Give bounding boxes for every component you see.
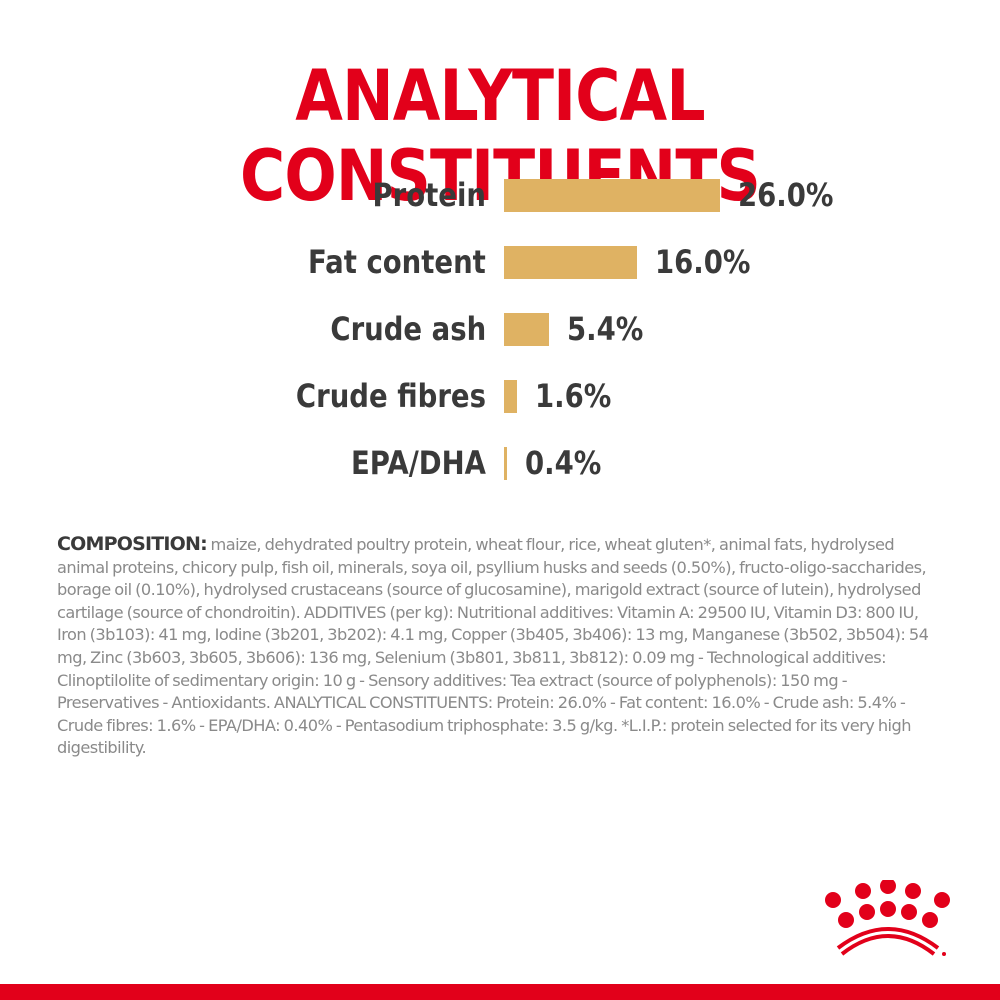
row-value: 16.0% [655,243,751,281]
bar-crude-fibres [504,380,517,413]
composition-body: maize, dehydrated poultry protein, wheat… [57,535,929,758]
composition-heading: COMPOSITION: [57,533,208,555]
bottom-red-band [0,984,1000,1000]
chart-row-fat-content: Fat content 16.0% [0,237,1000,287]
bar-fat-content [504,246,637,279]
row-label: EPA/DHA [351,444,486,482]
chart-row-protein: Protein 26.0% [0,170,1000,220]
bar-epa-dha [504,447,507,480]
chart-row-crude-fibres: Crude fibres 1.6% [0,371,1000,421]
row-value: 26.0% [738,176,834,214]
row-value: 1.6% [535,377,612,415]
chart-row-crude-ash: Crude ash 5.4% [0,304,1000,354]
row-label: Protein [372,176,486,214]
chart-row-epa-dha: EPA/DHA 0.4% [0,438,1000,488]
row-value: 5.4% [567,310,644,348]
row-label: Crude ash [330,310,486,348]
row-label: Fat content [308,243,486,281]
royal-canin-crown-logo-icon [820,878,955,960]
composition-text: COMPOSITION: maize, dehydrated poultry p… [57,533,947,760]
row-value: 0.4% [525,444,602,482]
bar-protein [504,179,720,212]
row-label: Crude fibres [295,377,486,415]
bar-crude-ash [504,313,549,346]
page-title: ANALYTICAL CONSTITUENTS [240,55,761,217]
